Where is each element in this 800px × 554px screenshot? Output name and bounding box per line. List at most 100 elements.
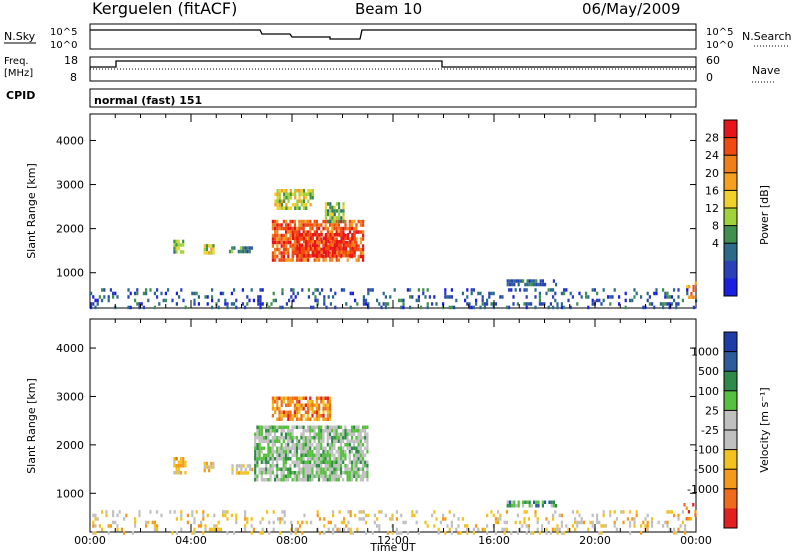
range-cell (182, 250, 185, 254)
range-cell (158, 302, 161, 306)
range-cell (481, 302, 484, 306)
range-cell (258, 453, 261, 457)
range-cell (527, 524, 530, 528)
range-cell (354, 513, 357, 518)
range-cell (338, 216, 341, 220)
range-cell (333, 478, 336, 482)
range-cell (315, 226, 318, 231)
range-cell (362, 251, 365, 255)
range-cell (290, 527, 293, 532)
range-cell (324, 216, 327, 220)
range-cell (417, 298, 420, 303)
range-cell (203, 461, 206, 466)
range-cell (317, 460, 321, 464)
range-cell (433, 295, 436, 299)
range-cell (302, 396, 305, 400)
range-cell (212, 251, 215, 255)
range-cell (351, 219, 354, 224)
range-cell (193, 520, 196, 525)
range-cell (149, 288, 152, 292)
range-cell (293, 219, 296, 224)
range-cell (295, 478, 299, 482)
range-cell (298, 196, 301, 200)
range-cell (265, 425, 268, 429)
range-cell (291, 460, 294, 464)
range-cell (342, 254, 345, 258)
range-cell (205, 247, 208, 252)
range-cell (294, 295, 297, 299)
colorbar-swatch (724, 469, 737, 490)
range-cell (353, 247, 356, 251)
range-cell (129, 305, 132, 310)
range-cell (373, 520, 376, 525)
range-cell (292, 288, 295, 292)
range-cell (328, 464, 332, 468)
range-cell (271, 407, 274, 411)
range-cell (238, 464, 241, 468)
range-cell (336, 240, 339, 244)
range-cell (545, 517, 548, 521)
range-cell (501, 295, 504, 299)
range-cell (309, 429, 312, 433)
range-cell (279, 305, 282, 310)
range-cell (357, 471, 360, 475)
range-cell (646, 520, 649, 525)
range-cell (305, 203, 308, 207)
range-cell (431, 302, 434, 306)
range-cell (406, 288, 409, 292)
range-cell (276, 237, 279, 241)
range-cell (528, 504, 531, 508)
range-cell (285, 414, 288, 418)
range-cell (358, 510, 361, 514)
range-cell (217, 305, 220, 310)
range-cell (293, 474, 296, 478)
range-cell (596, 291, 599, 296)
range-cell (322, 247, 325, 251)
range-cell (681, 298, 684, 303)
range-cell (276, 457, 279, 461)
range-cell (179, 464, 183, 468)
range-cell (346, 436, 349, 440)
range-cell (285, 203, 288, 207)
range-cell (303, 513, 306, 518)
range-cell (359, 439, 362, 443)
range-cell (256, 450, 259, 454)
range-cell (653, 305, 656, 310)
range-cell (525, 305, 528, 310)
range-cell (353, 429, 356, 433)
range-cell (395, 517, 398, 521)
range-cell (307, 236, 310, 240)
range-cell (324, 471, 327, 475)
range-cell (182, 243, 185, 247)
range-cell (284, 432, 288, 436)
range-cell (316, 233, 319, 237)
range-cell (281, 510, 284, 514)
range-cell (342, 436, 345, 440)
range-cell (332, 527, 335, 532)
power-colorbar-label: Power [dB] (758, 185, 771, 245)
range-cell (362, 254, 365, 259)
range-cell (276, 244, 279, 248)
range-cell (673, 527, 676, 532)
range-cell (664, 295, 667, 299)
range-cell (318, 414, 321, 418)
range-cell (285, 403, 288, 407)
range-cell (193, 517, 196, 521)
range-cell (331, 471, 334, 475)
range-cell (524, 282, 527, 287)
range-cell (348, 474, 351, 478)
range-cell (547, 305, 550, 310)
range-cell (348, 446, 351, 450)
range-cell (164, 291, 167, 296)
range-cell (325, 243, 328, 247)
range-cell (342, 219, 345, 224)
range-cell (226, 302, 229, 306)
range-cell (393, 288, 396, 292)
range-cell (442, 302, 445, 306)
range-cell (337, 258, 340, 262)
range-cell (681, 510, 684, 514)
range-cell (362, 233, 365, 238)
range-cell (346, 467, 349, 471)
range-cell (303, 247, 306, 251)
